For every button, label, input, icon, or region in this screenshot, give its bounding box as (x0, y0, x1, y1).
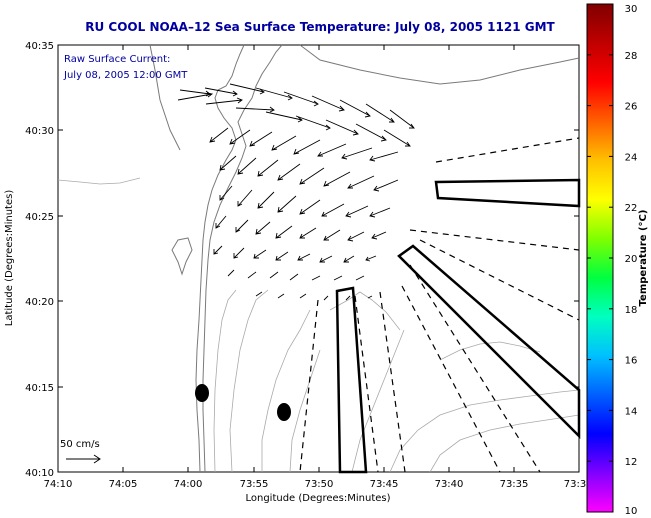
x-tick-label: 74:05 (109, 479, 138, 490)
dashed-lines (299, 137, 580, 473)
y-ticks (58, 44, 579, 473)
station-dot (277, 403, 291, 421)
coastline (149, 44, 580, 473)
colorbar-tick-label: 16 (625, 356, 638, 367)
colorbar-tick-label: 10 (625, 506, 638, 517)
colorbar-tick-label: 24 (625, 152, 638, 163)
y-tick-label: 40:10 (25, 468, 54, 479)
colorbar-tick-label: 14 (625, 406, 638, 417)
colorbar-tick-label: 12 (625, 457, 638, 468)
x-axis-label: Longitude (Degrees:Minutes) (245, 493, 390, 504)
y-tick-label: 40:20 (25, 297, 54, 308)
y-tick-label: 40:35 (25, 41, 54, 52)
x-tick-label: 74:10 (44, 479, 73, 490)
colorbar-ticks: 30 28 26 24 22 20 18 16 14 12 10 (587, 3, 638, 517)
map-title: RU COOL NOAA–12 Sea Surface Temperature:… (85, 20, 555, 34)
legend-line1: Raw Surface Current: (64, 54, 170, 65)
colorbar-tick-label: 18 (625, 305, 638, 316)
x-tick-label: 73:55 (240, 479, 269, 490)
y-tick-label: 40:25 (25, 212, 54, 223)
y-tick-label: 40:15 (25, 383, 54, 394)
colorbar-label: Temperature (°C) (638, 210, 649, 307)
y-tick-label: 40:30 (25, 126, 54, 137)
x-tick-label: 73:3 (564, 479, 586, 490)
colorbar-tick-label: 30 (625, 4, 638, 15)
colorbar-tick-label: 26 (625, 102, 638, 113)
x-ticks (57, 45, 580, 472)
station-dot (195, 384, 209, 402)
solid-boxes (335, 178, 581, 474)
colorbar-tick-label: 22 (625, 203, 638, 214)
colorbar-tick-label: 28 (625, 51, 638, 62)
current-vectors (177, 83, 415, 301)
legend-line2: July 08, 2005 12:00 GMT (63, 70, 188, 81)
plot-frame (57, 44, 580, 473)
x-tick-label: 74:00 (174, 479, 203, 490)
x-tick-label: 73:35 (500, 479, 529, 490)
x-tick-label: 73:45 (370, 479, 399, 490)
scale-label: 50 cm/s (60, 439, 100, 450)
scale-arrow (66, 454, 101, 464)
x-tick-label: 73:40 (435, 479, 464, 490)
y-axis-label: Latitude (Degrees:Minutes) (4, 190, 15, 327)
x-tick-label: 73:50 (305, 479, 334, 490)
colorbar-tick-label: 20 (625, 254, 638, 265)
